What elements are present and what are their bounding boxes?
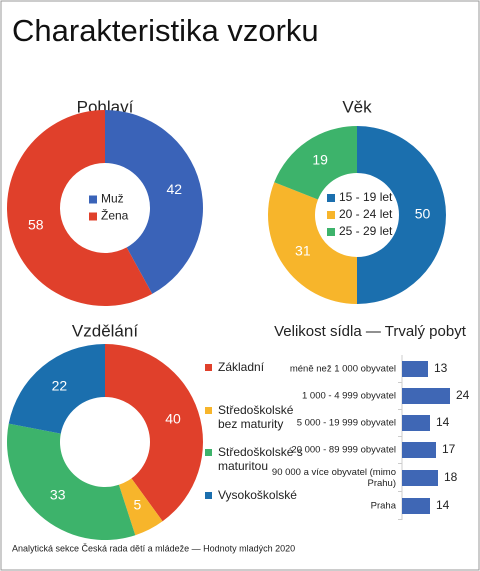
donut-segment [105, 110, 203, 294]
chart-title: Velikost sídla — Trvalý pobyt [274, 323, 467, 340]
page-title: Charakteristika vzorku [12, 13, 319, 48]
bar [402, 442, 436, 458]
y-tick-label: 20 000 - 89 999 obyvatel [291, 444, 396, 456]
data-label: 22 [52, 378, 68, 394]
y-tick-label: 5 000 - 19 999 obyvatel [296, 417, 396, 429]
data-label: 58 [28, 216, 44, 232]
bar [402, 470, 438, 486]
donut-segment [6, 423, 136, 541]
chart-title: Věk [342, 97, 372, 116]
data-label: 33 [50, 486, 66, 502]
footer: Analytická sekce Česká rada dětí a mláde… [12, 543, 295, 553]
y-tick-label: 1 000 - 4 999 obyvatel [301, 390, 396, 402]
y-tick-label: Praha [370, 500, 396, 512]
data-label: 42 [166, 181, 182, 197]
y-tick-label: méně než 1 000 obyvatel [289, 363, 396, 375]
data-label: 50 [415, 206, 431, 222]
legend-marker [89, 195, 97, 204]
legend-label: Středoškolské s maturitou [218, 445, 303, 473]
donut-segment [357, 126, 446, 304]
bar [402, 361, 428, 377]
donut-segment [267, 182, 357, 304]
data-label: 17 [442, 442, 456, 456]
legend-marker [205, 364, 212, 371]
data-label: 40 [165, 411, 181, 427]
data-label: 19 [312, 152, 328, 168]
y-tick-label: 90 000 a více obyvatel (mimo Prahu) [271, 467, 396, 489]
donut-segment [118, 478, 163, 536]
donut-segment [105, 344, 203, 522]
data-label: 14 [436, 415, 450, 429]
bar [402, 388, 450, 404]
legend-label: 15 - 19 let [339, 190, 393, 204]
legend-label: Základní [218, 360, 265, 374]
bar [402, 415, 430, 431]
legend-marker [327, 211, 335, 219]
donut-segment [6, 110, 153, 306]
data-label: 24 [456, 388, 470, 402]
legend-marker [89, 212, 97, 221]
donut-segment [274, 126, 357, 200]
legend-label: Žena [101, 208, 129, 223]
donut-segment [8, 344, 106, 434]
legend-marker [205, 407, 212, 414]
data-label: 13 [434, 361, 448, 375]
legend-marker [205, 449, 212, 456]
data-label: 31 [295, 243, 311, 259]
legend-label: Vysokoškolské [218, 488, 297, 502]
bar [402, 498, 430, 514]
legend-label: Středoškolské bez maturity [218, 403, 294, 431]
chart-title: Vzdělání [72, 321, 138, 340]
data-label: 18 [444, 470, 458, 484]
legend-marker [327, 228, 335, 236]
legend-marker [327, 194, 335, 202]
legend-label: Muž [101, 192, 124, 206]
legend-label: 25 - 29 let [339, 224, 393, 238]
legend-marker [205, 492, 212, 499]
data-label: 14 [436, 498, 450, 512]
data-label: 5 [134, 496, 142, 512]
legend-label: 20 - 24 let [339, 207, 393, 221]
